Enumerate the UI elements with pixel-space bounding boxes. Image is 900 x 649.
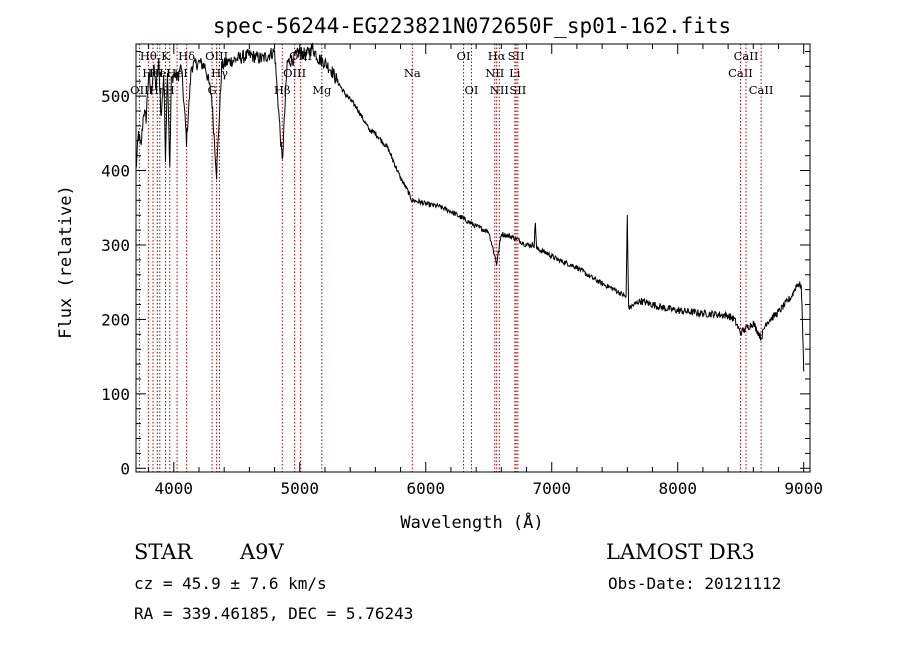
line-label-16: Na: [404, 66, 421, 80]
line-label-27: CaII: [749, 83, 774, 97]
line-label-5: K: [161, 49, 170, 63]
line-label-6: H: [165, 83, 175, 97]
x-tick-label-2: 6000: [406, 479, 445, 498]
y-tick-label-4: 400: [101, 162, 130, 181]
line-label-15: Mg: [312, 83, 332, 97]
spectral-line-markers: OIIHθHeIHηHeIKHHδHeIGOIIIHγHβOIIIOIIIMgN…: [130, 44, 773, 472]
line-label-24: SII: [509, 83, 526, 97]
line-label-22: Li: [509, 66, 521, 80]
observation-date: Obs-Date: 20121112: [608, 574, 782, 593]
line-label-1: Hθ: [140, 49, 157, 63]
line-label-0: OII: [130, 83, 149, 97]
line-label-3: Hη: [149, 83, 166, 97]
x-tick-label-5: 9000: [784, 479, 823, 498]
plot-frame: [135, 43, 811, 473]
x-tick-label-3: 7000: [532, 479, 571, 498]
line-label-25: CaII: [728, 66, 753, 80]
y-axis-label: Flux (relative): [56, 185, 76, 339]
survey-name: LAMOST DR3: [606, 540, 755, 564]
x-tick-label-0: 4000: [155, 479, 194, 498]
redshift-cz: cz = 45.9 ± 7.6 km/s: [134, 574, 327, 593]
line-label-7: Hδ: [178, 49, 195, 63]
line-label-19: NII: [485, 66, 504, 80]
x-axis: 4000 5000 6000 7000 8000 9000: [148, 44, 823, 498]
x-tick-label-1: 5000: [281, 479, 320, 498]
x-tick-label-4: 8000: [658, 479, 697, 498]
x-axis-label: Wavelength (Å): [400, 511, 543, 533]
line-label-9: G: [207, 83, 216, 97]
line-label-12: Hβ: [274, 83, 291, 97]
line-label-18: OI: [464, 83, 478, 97]
y-tick-label-2: 200: [101, 310, 130, 329]
y-axis: 0 100 200 300 400 500: [101, 50, 810, 478]
y-tick-label-5: 500: [101, 87, 130, 106]
y-tick-label-1: 100: [101, 385, 130, 404]
line-label-26: CaII: [734, 49, 759, 63]
spectral-subclass: A9V: [240, 540, 284, 564]
line-label-11: Hγ: [211, 66, 228, 80]
line-label-23: SII: [508, 49, 525, 63]
object-type: STAR: [134, 540, 193, 564]
chart-title: spec-56244-EG223821N072650F_sp01-162.fit…: [213, 14, 731, 38]
coordinates: RA = 339.46185, DEC = 5.76243: [134, 604, 414, 623]
y-tick-label-0: 0: [120, 459, 130, 478]
spectrum-line: [135, 42, 805, 372]
line-label-20: Hα: [488, 49, 506, 63]
line-label-17: OI: [457, 49, 471, 63]
y-tick-label-3: 300: [101, 236, 130, 255]
line-label-21: NII: [490, 83, 509, 97]
